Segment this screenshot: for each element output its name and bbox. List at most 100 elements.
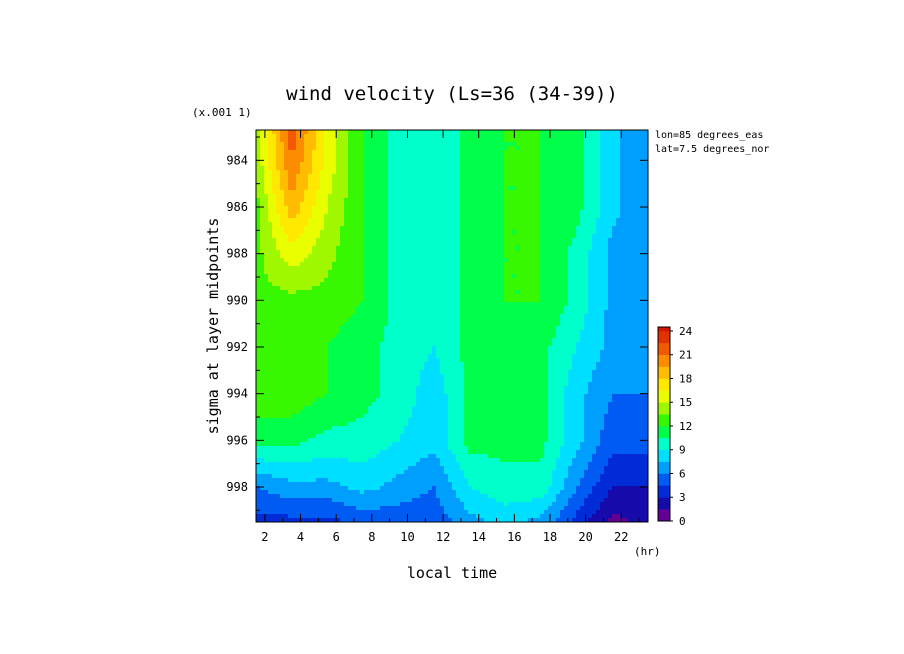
heatmap-cell — [556, 222, 561, 227]
heatmap-cell — [300, 290, 305, 295]
heatmap-cell — [492, 182, 497, 187]
heatmap-cell — [592, 302, 597, 307]
heatmap-cell — [464, 158, 469, 163]
heatmap-cell — [504, 278, 509, 283]
heatmap-cell — [456, 198, 461, 203]
heatmap-cell — [424, 242, 429, 247]
heatmap-cell — [336, 190, 341, 195]
heatmap-cell — [504, 282, 509, 287]
heatmap-cell — [628, 138, 633, 143]
heatmap-cell — [468, 182, 473, 187]
heatmap-cell — [544, 222, 549, 227]
heatmap-cell — [568, 158, 573, 163]
heatmap-cell — [372, 314, 377, 319]
heatmap-cell — [432, 282, 437, 287]
heatmap-cell — [508, 206, 513, 211]
heatmap-cell — [488, 174, 493, 179]
heatmap-cell — [556, 230, 561, 235]
heatmap-cell — [296, 266, 301, 271]
heatmap-cell — [488, 138, 493, 143]
heatmap-cell — [456, 202, 461, 207]
heatmap-cell — [308, 270, 313, 275]
heatmap-cell — [528, 178, 533, 183]
heatmap-cell — [512, 290, 517, 295]
heatmap-cell — [556, 322, 561, 327]
heatmap-cell — [456, 266, 461, 271]
heatmap-cell — [536, 246, 541, 251]
heatmap-cell — [340, 242, 345, 247]
heatmap-cell — [408, 226, 413, 231]
heatmap-cell — [380, 290, 385, 295]
heatmap-cell — [620, 158, 625, 163]
heatmap-cell — [500, 294, 505, 299]
heatmap-cell — [388, 226, 393, 231]
heatmap-cell — [576, 270, 581, 275]
heatmap-cell — [272, 258, 277, 263]
heatmap-cell — [336, 302, 341, 307]
heatmap-cell — [288, 310, 293, 315]
heatmap-cell — [500, 206, 505, 211]
heatmap-cell — [424, 214, 429, 219]
heatmap-cell — [260, 254, 265, 259]
heatmap-cell — [588, 266, 593, 271]
heatmap-cell — [412, 230, 417, 235]
heatmap-cell — [432, 278, 437, 283]
heatmap-cell — [380, 166, 385, 171]
heatmap-cell — [584, 190, 589, 195]
heatmap-cell — [516, 218, 521, 223]
heatmap-cell — [276, 242, 281, 247]
heatmap-cell — [488, 150, 493, 155]
heatmap-cell — [348, 170, 353, 175]
heatmap-cell — [568, 242, 573, 247]
heatmap-cell — [312, 218, 317, 223]
heatmap-cell — [272, 190, 277, 195]
heatmap-cell — [516, 186, 521, 191]
heatmap-cell — [620, 138, 625, 143]
heatmap-cell — [308, 174, 313, 179]
heatmap-cell — [344, 314, 349, 319]
heatmap-cell — [276, 218, 281, 223]
heatmap-cell — [628, 306, 633, 311]
heatmap-cell — [520, 130, 525, 135]
heatmap-cell — [428, 194, 433, 199]
heatmap-cell — [588, 186, 593, 191]
heatmap-cell — [568, 270, 573, 275]
heatmap-cell — [492, 194, 497, 199]
heatmap-cell — [504, 174, 509, 179]
heatmap-cell — [540, 238, 545, 243]
heatmap-cell — [444, 210, 449, 215]
heatmap-cell — [540, 282, 545, 287]
heatmap-cell — [464, 226, 469, 231]
heatmap-cell — [388, 274, 393, 279]
heatmap-cell — [552, 218, 557, 223]
heatmap-cell — [560, 234, 565, 239]
heatmap-cell — [316, 142, 321, 147]
heatmap-cell — [636, 214, 641, 219]
heatmap-cell — [316, 230, 321, 235]
heatmap-cell — [544, 142, 549, 147]
heatmap-cell — [432, 286, 437, 291]
heatmap-cell — [288, 170, 293, 175]
heatmap-cell — [424, 226, 429, 231]
heatmap-cell — [544, 322, 549, 327]
heatmap-cell — [392, 150, 397, 155]
heatmap-cell — [596, 238, 601, 243]
heatmap-cell — [312, 186, 317, 191]
heatmap-cell — [500, 158, 505, 163]
heatmap-cell — [472, 318, 477, 323]
heatmap-cell — [628, 246, 633, 251]
heatmap-cell — [544, 194, 549, 199]
heatmap-cell — [400, 198, 405, 203]
heatmap-cell — [588, 306, 593, 311]
heatmap-cell — [632, 170, 637, 175]
heatmap-cell — [520, 190, 525, 195]
heatmap-cell — [432, 330, 437, 335]
heatmap-cell — [624, 138, 629, 143]
heatmap-cell — [632, 186, 637, 191]
heatmap-cell — [516, 322, 521, 327]
heatmap-cell — [268, 258, 273, 263]
heatmap-cell — [524, 274, 529, 279]
heatmap-cell — [312, 170, 317, 175]
heatmap-cell — [320, 158, 325, 163]
heatmap-cell — [332, 170, 337, 175]
